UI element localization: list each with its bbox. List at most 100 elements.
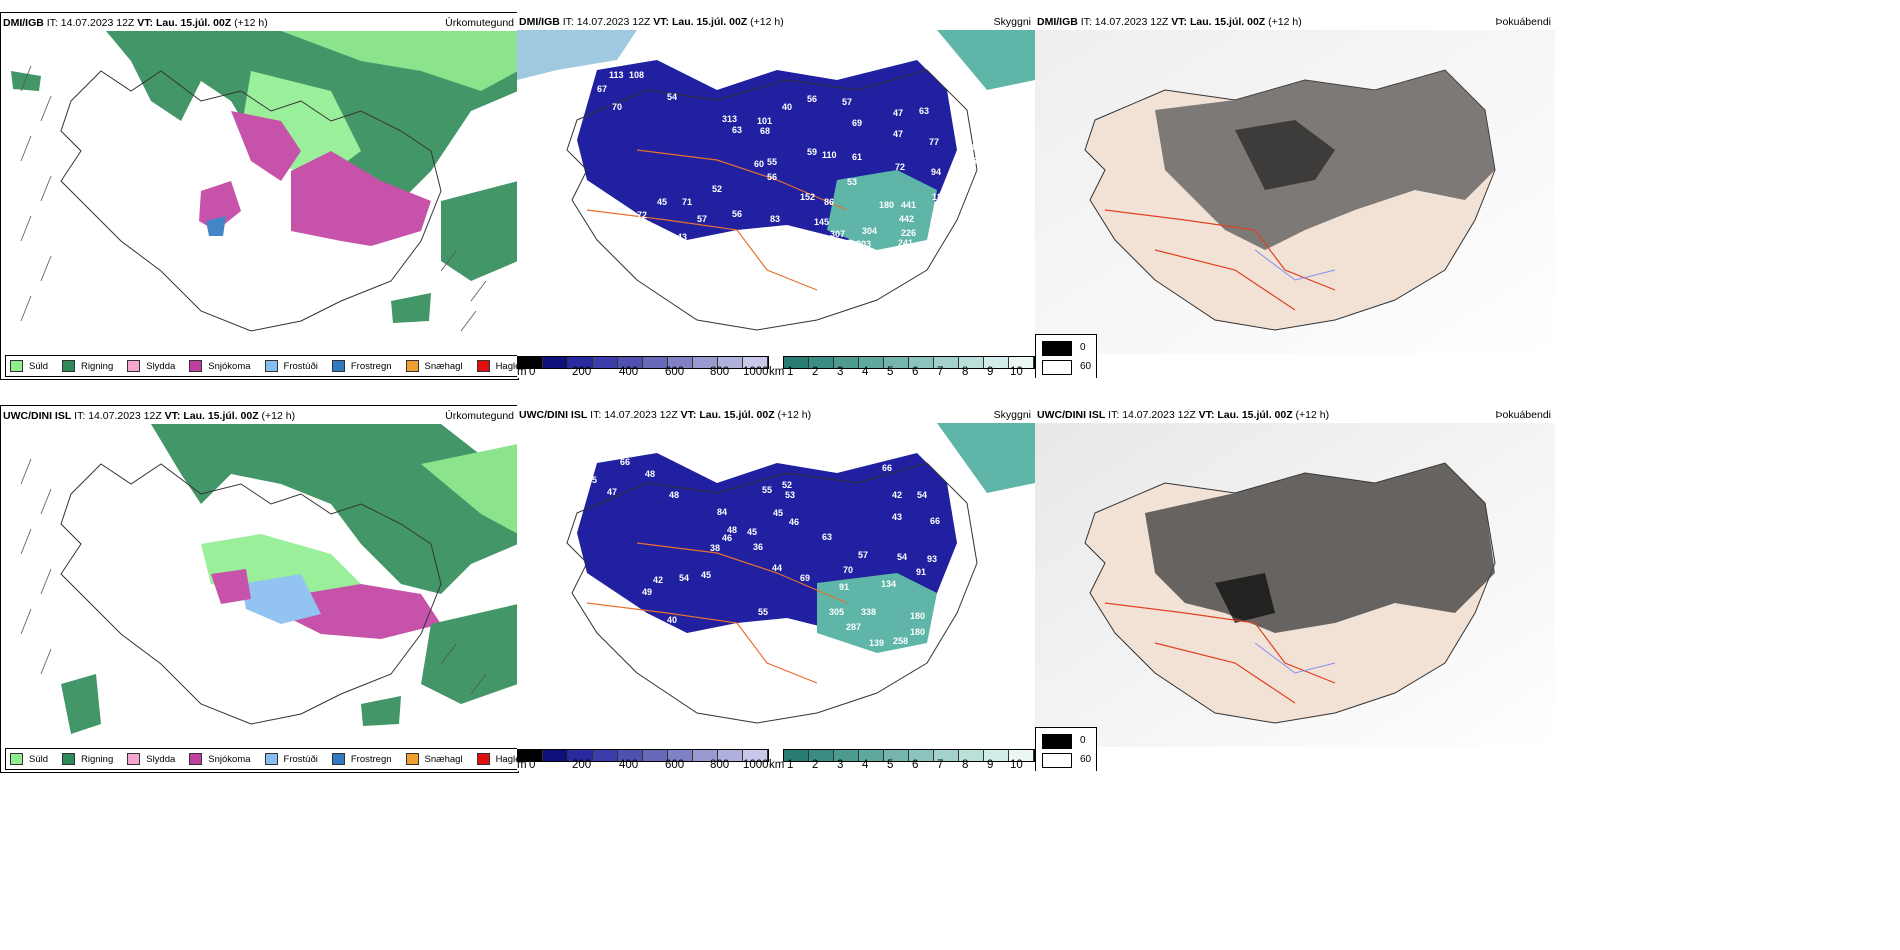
vis-value: 57: [842, 97, 852, 107]
legend-item: Haglél: [476, 360, 518, 372]
vis-value: 47: [607, 487, 617, 497]
scale-tick: 9: [987, 366, 994, 378]
legend-item: Súld: [10, 360, 48, 372]
vis-value: 69: [852, 118, 862, 128]
panel-header: UWC/DINI ISL IT: 14.07.2023 12Z VT: Lau.…: [1037, 409, 1330, 421]
vis-value: 43: [892, 512, 902, 522]
scale-tick: 6: [912, 759, 919, 771]
legend-item: Frostregn: [331, 360, 392, 372]
scale-tick: 1000: [743, 366, 769, 378]
legend-swatch: [10, 753, 23, 765]
vis-value: 91: [916, 567, 926, 577]
visibility-scale-km: km 1 2 3 4 5 6 7 8 9 10: [769, 749, 1035, 771]
vis-value: 45: [773, 508, 783, 518]
visibility-map: 113 108 54 70 67 45 71 52 57 56 72 43 31…: [517, 30, 1035, 331]
precip-map: [20, 424, 518, 734]
panel-header: UWC/DINI ISL IT: 14.07.2023 12Z VT: Lau.…: [519, 409, 812, 421]
vis-value: 180: [879, 200, 894, 210]
vis-value: 61: [852, 152, 862, 162]
scale-tick: 6: [912, 366, 919, 378]
legend-swatch: [10, 360, 23, 372]
vis-value: 66: [620, 457, 630, 467]
legend-item: Rigning: [62, 360, 113, 372]
vis-value: 305: [829, 607, 844, 617]
vis-value: 53: [785, 490, 795, 500]
precip-panel-bottom: UWC/DINI ISL IT: 14.07.2023 12Z VT: Lau.…: [0, 405, 519, 773]
scale-tick: 9: [987, 759, 994, 771]
legend-swatch: [62, 753, 76, 765]
legend-item: Snjókoma: [189, 360, 251, 372]
vis-value: 307: [830, 229, 845, 239]
vis-value: 55: [758, 607, 768, 617]
visibility-scale-km: km 1 2 3 4 5 6 7 8 9 10: [769, 356, 1035, 378]
legend-item: Súld: [10, 753, 48, 765]
vis-value: 43: [677, 232, 687, 242]
visibility-scale-m: m 0 200 400 600 800 1000: [517, 356, 769, 378]
vis-value: 56: [807, 94, 817, 104]
scale-unit: m: [517, 759, 527, 771]
vis-value: 52: [782, 480, 792, 490]
scale-tick: 5: [887, 759, 894, 771]
scale-tick: 600: [665, 366, 685, 378]
scale-bar-m: [517, 356, 769, 369]
fog-map: [1035, 423, 1555, 747]
scale-tick: 400: [619, 759, 639, 771]
fog-key-value: 60: [1080, 361, 1092, 372]
scale-tick: 3: [837, 759, 844, 771]
legend-swatch: [127, 753, 141, 765]
legend-item: Snæhagl: [405, 753, 463, 765]
visibility-scale-m: m 0 200 400 600 800 1000: [517, 749, 769, 771]
vis-value: 110: [822, 150, 837, 160]
scale-tick: 10: [1010, 366, 1023, 378]
legend-swatch: [405, 753, 419, 765]
panel-title: Þokuábendi: [1495, 16, 1551, 28]
fog-panel-top: DMI/IGB IT: 14.07.2023 12Z VT: Lau. 15.j…: [1035, 12, 1555, 378]
vis-value: 57: [697, 214, 707, 224]
vis-value: 47: [893, 108, 903, 118]
vis-value: 56: [767, 172, 777, 182]
panel-header: DMI/IGB IT: 14.07.2023 12Z VT: Lau. 15.j…: [1037, 16, 1302, 28]
fog-key-value: 0: [1080, 342, 1086, 353]
vis-value: 63: [732, 125, 742, 135]
vis-value: 40: [667, 615, 677, 625]
fog-map: [1035, 30, 1555, 354]
vis-value: 59: [807, 147, 817, 157]
vis-value: 258: [893, 636, 908, 646]
scale-tick: 1000: [743, 759, 769, 771]
vis-value: 441: [901, 200, 916, 210]
scale-tick: 800: [710, 366, 730, 378]
scale-tick: 2: [812, 759, 819, 771]
legend-item: Frostúði: [264, 360, 318, 372]
legend-swatch: [127, 360, 141, 372]
legend-item: Frostregn: [331, 753, 392, 765]
panel-title: Þokuábendi: [1495, 409, 1551, 421]
vis-value: 108: [629, 70, 644, 80]
vis-value: 52: [712, 184, 722, 194]
legend-swatch: [264, 753, 278, 765]
vis-value: 69: [800, 573, 810, 583]
panel-title: Skyggni: [993, 409, 1031, 421]
scale-tick: 8: [962, 759, 969, 771]
scale-bar-km: [783, 356, 1035, 369]
vis-value: 287: [846, 622, 861, 632]
scale-tick: 1: [787, 759, 794, 771]
fog-key-light: [1042, 360, 1072, 375]
vis-value: 45: [657, 197, 667, 207]
vis-value: 38: [710, 543, 720, 553]
legend-swatch: [405, 360, 419, 372]
vis-value: 226: [901, 228, 916, 238]
vis-value: 77: [929, 137, 939, 147]
legend-item: Slydda: [127, 753, 175, 765]
vis-value: 313: [722, 114, 737, 124]
legend-swatch: [476, 360, 490, 372]
scale-tick: 0: [529, 759, 536, 771]
scale-tick: 800: [710, 759, 730, 771]
scale-tick: 10: [1010, 759, 1023, 771]
scale-tick: 4: [862, 366, 869, 378]
vis-value: 60: [754, 159, 764, 169]
vis-value: 94: [931, 167, 941, 177]
vis-value: 304: [862, 226, 877, 236]
vis-value: 70: [612, 102, 622, 112]
vis-value: 55: [767, 157, 777, 167]
scale-bar-km: [783, 749, 1035, 762]
